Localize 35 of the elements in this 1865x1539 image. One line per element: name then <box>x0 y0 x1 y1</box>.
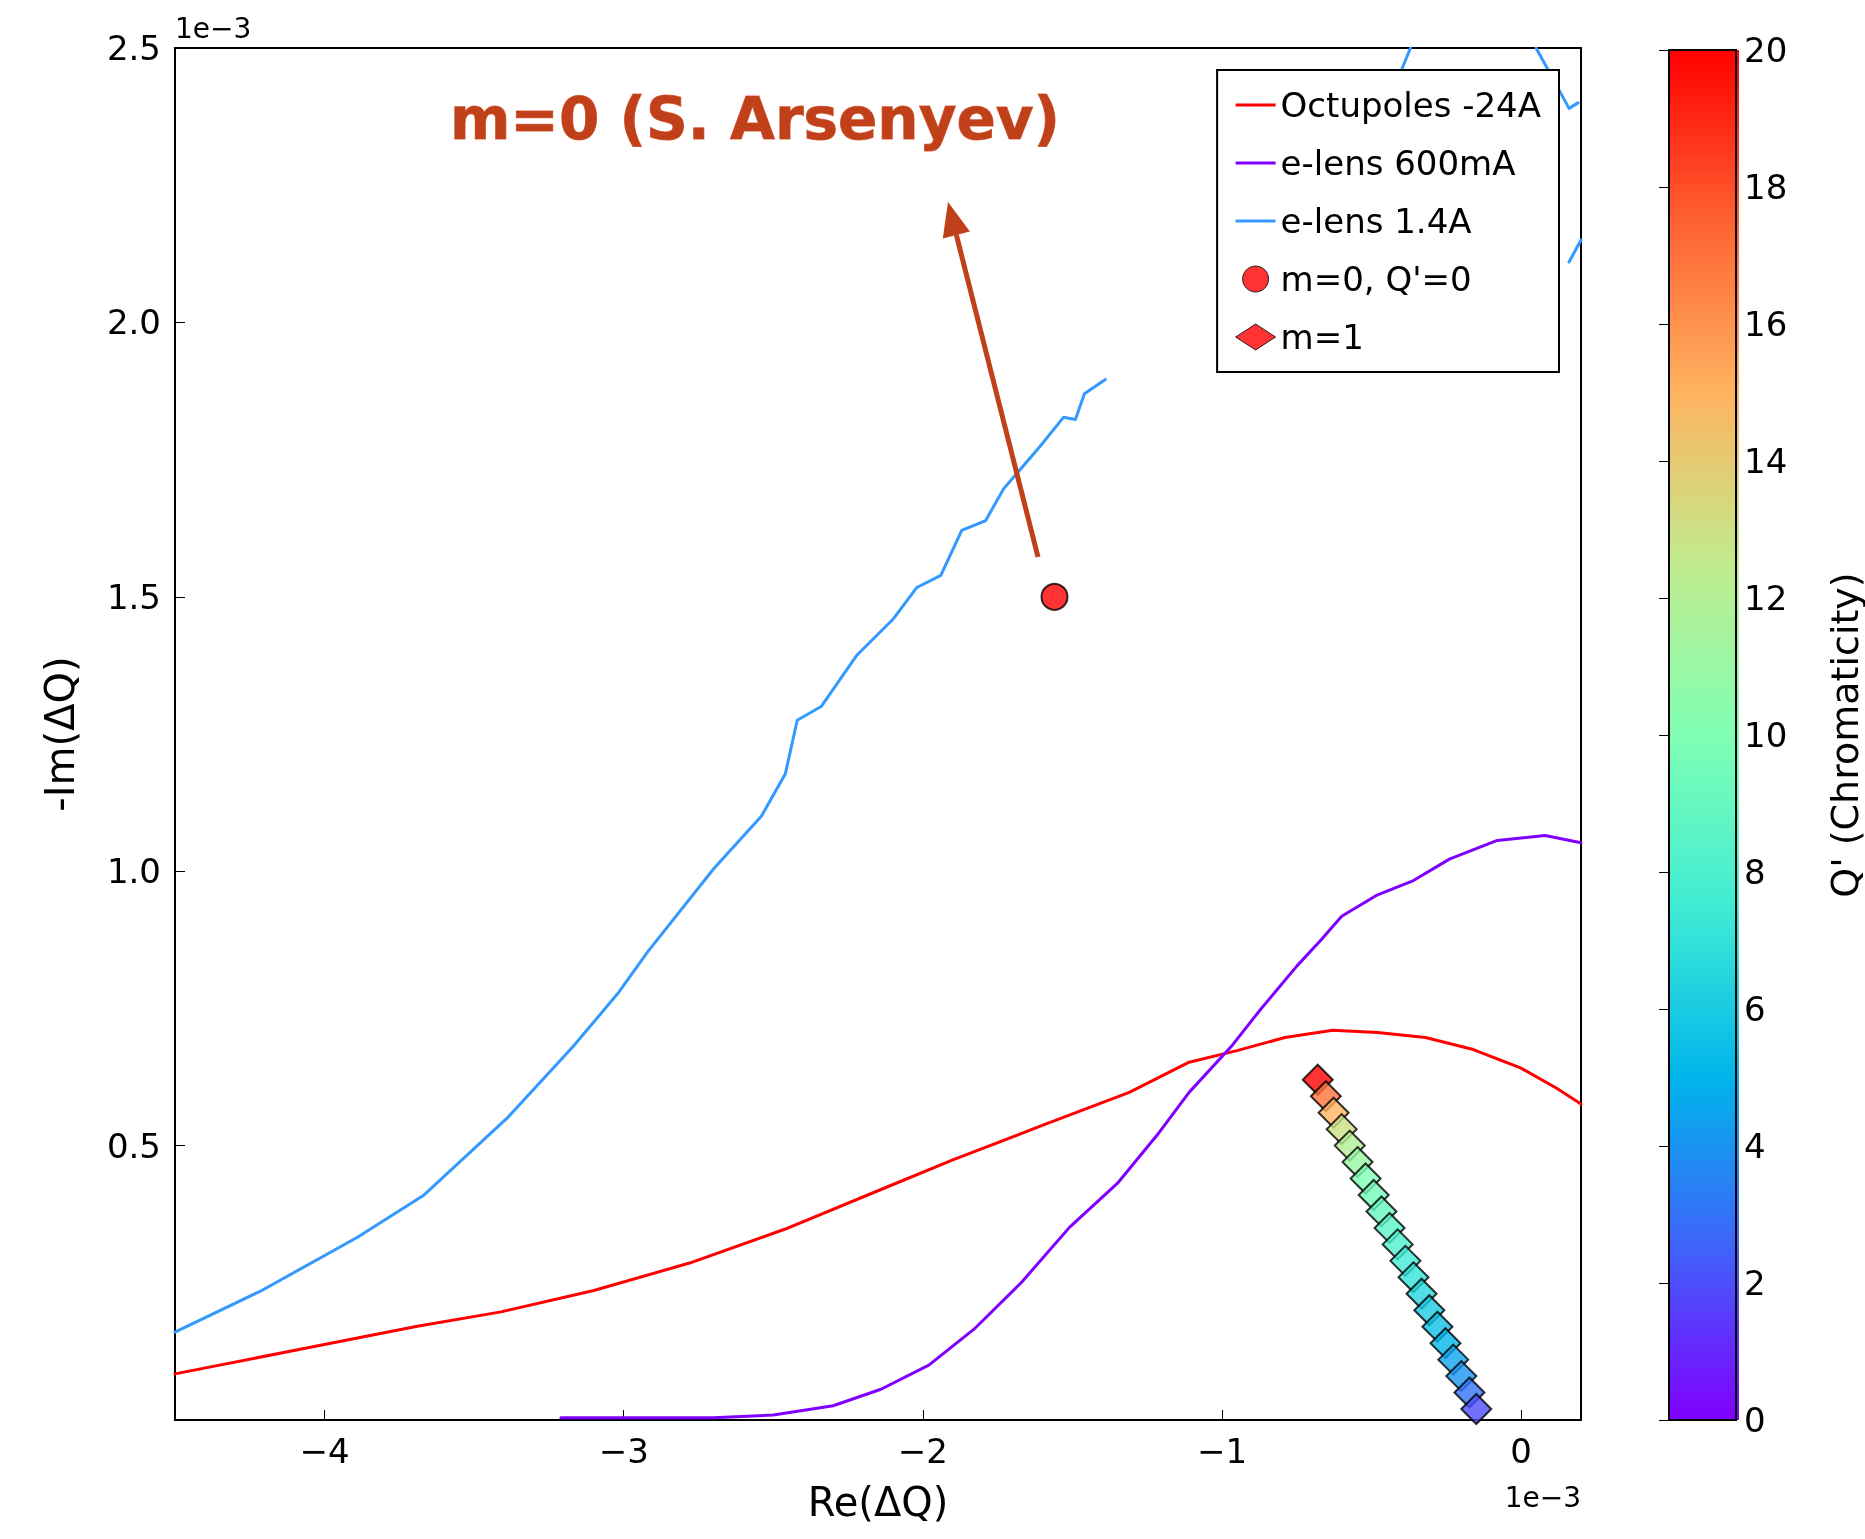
color-bar-label: 10 <box>1744 715 1788 755</box>
line-series <box>559 834 1583 1420</box>
point <box>1460 1393 1493 1426</box>
color-bar-label: 12 <box>1744 578 1788 618</box>
y-tick-label: 0.5 <box>106 1125 161 1166</box>
legend-label: Octupoles -24A <box>1280 85 1542 125</box>
y-tick-label: 2.0 <box>106 302 161 343</box>
y-tick-label: 1.0 <box>106 851 161 892</box>
color-bar-label: 20 <box>1744 30 1788 70</box>
color-bar-label: 4 <box>1744 1126 1766 1166</box>
y-tick-label: 2.5 <box>106 28 161 68</box>
x-tick-label: −2 <box>897 1431 948 1471</box>
color-bar-label: 16 <box>1744 304 1788 344</box>
color-bar-label: 18 <box>1744 167 1788 207</box>
color-bar-label: 2 <box>1744 1263 1766 1303</box>
text: 1e−3 <box>175 11 252 45</box>
y-axis-title: -Im(ΔQ) <box>37 656 83 812</box>
x-tick-label: −1 <box>1196 1431 1248 1471</box>
text: 1e−3 <box>1504 1480 1581 1514</box>
color-bar-label: 0 <box>1744 1400 1766 1440</box>
legend-label: m=0, Q'=0 <box>1280 259 1472 299</box>
point <box>1040 582 1069 611</box>
x-tick-label: 0 <box>1510 1431 1532 1471</box>
color-bar-label: 8 <box>1744 852 1766 892</box>
annotation: m=0 (S. Arsenyev) <box>449 85 1061 153</box>
legend-label: m=1 <box>1280 317 1364 357</box>
color-bar-label: 6 <box>1744 989 1766 1029</box>
line-series <box>173 1028 1583 1376</box>
x-axis-title: Re(ΔQ) <box>807 1479 949 1525</box>
color-bar-label: 14 <box>1744 441 1788 481</box>
x-tick-label: −4 <box>299 1431 350 1471</box>
legend-label: e-lens 600mA <box>1280 143 1516 183</box>
y-tick-label: 1.5 <box>106 576 161 617</box>
x-tick-label: −3 <box>598 1431 649 1471</box>
legend-label: e-lens 1.4A <box>1280 201 1472 241</box>
